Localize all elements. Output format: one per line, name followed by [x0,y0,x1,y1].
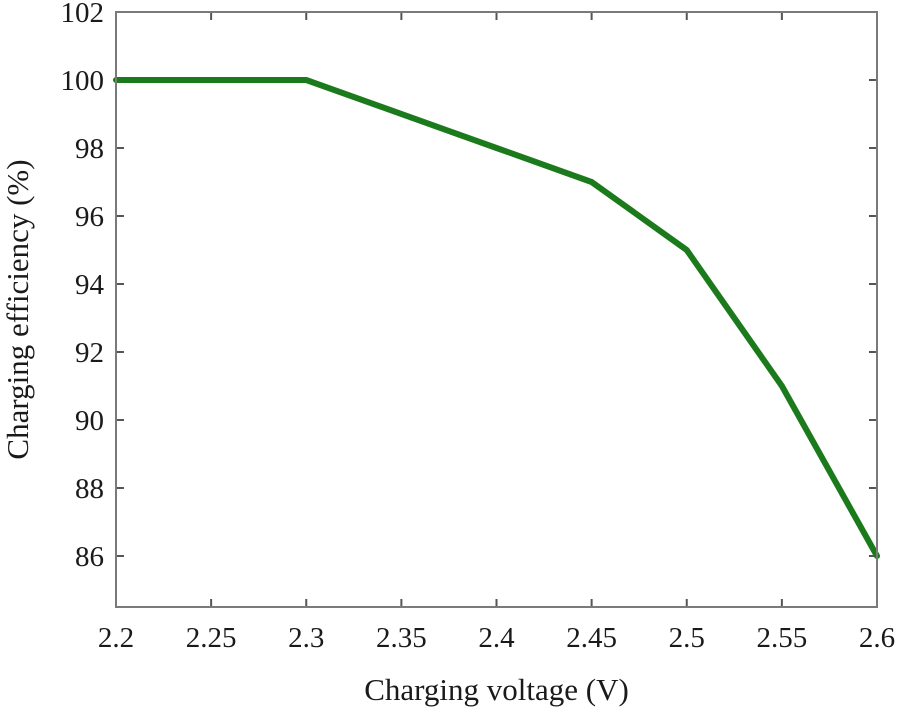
x-axis-label: Charging voltage (V) [364,672,629,707]
y-axis-label: Charging efficiency (%) [0,159,35,459]
y-tick-label: 102 [61,0,105,29]
y-axis-ticks [116,11,877,557]
x-tick-label: 2.5 [669,622,705,654]
x-axis-ticks [115,12,878,607]
x-tick-label: 2.2 [98,622,134,654]
y-tick-label: 100 [61,65,105,97]
y-tick-label: 96 [75,201,104,233]
y-tick-label: 92 [75,337,104,369]
y-tick-label: 94 [75,269,105,301]
x-tick-label: 2.6 [859,622,895,654]
x-tick-label: 2.45 [566,622,617,654]
series-line [113,77,880,559]
y-tick-label: 88 [75,473,104,505]
x-tick-label: 2.3 [288,622,324,654]
plot-frame [115,11,878,608]
x-tick-label: 2.4 [478,622,515,654]
x-tick-label: 2.55 [757,622,808,654]
x-tick-label: 2.35 [376,622,427,654]
x-axis-tick-labels: 2.2 2.25 2.3 2.35 2.4 2.45 2.5 2.55 2.6 [98,622,895,654]
series-group [113,77,880,559]
y-axis-tick-labels: 86 88 90 92 94 96 98 100 102 [61,0,105,573]
y-tick-label: 86 [75,541,104,573]
y-tick-label: 98 [75,133,104,165]
x-tick-label: 2.25 [186,622,237,654]
y-tick-label: 90 [75,405,104,437]
